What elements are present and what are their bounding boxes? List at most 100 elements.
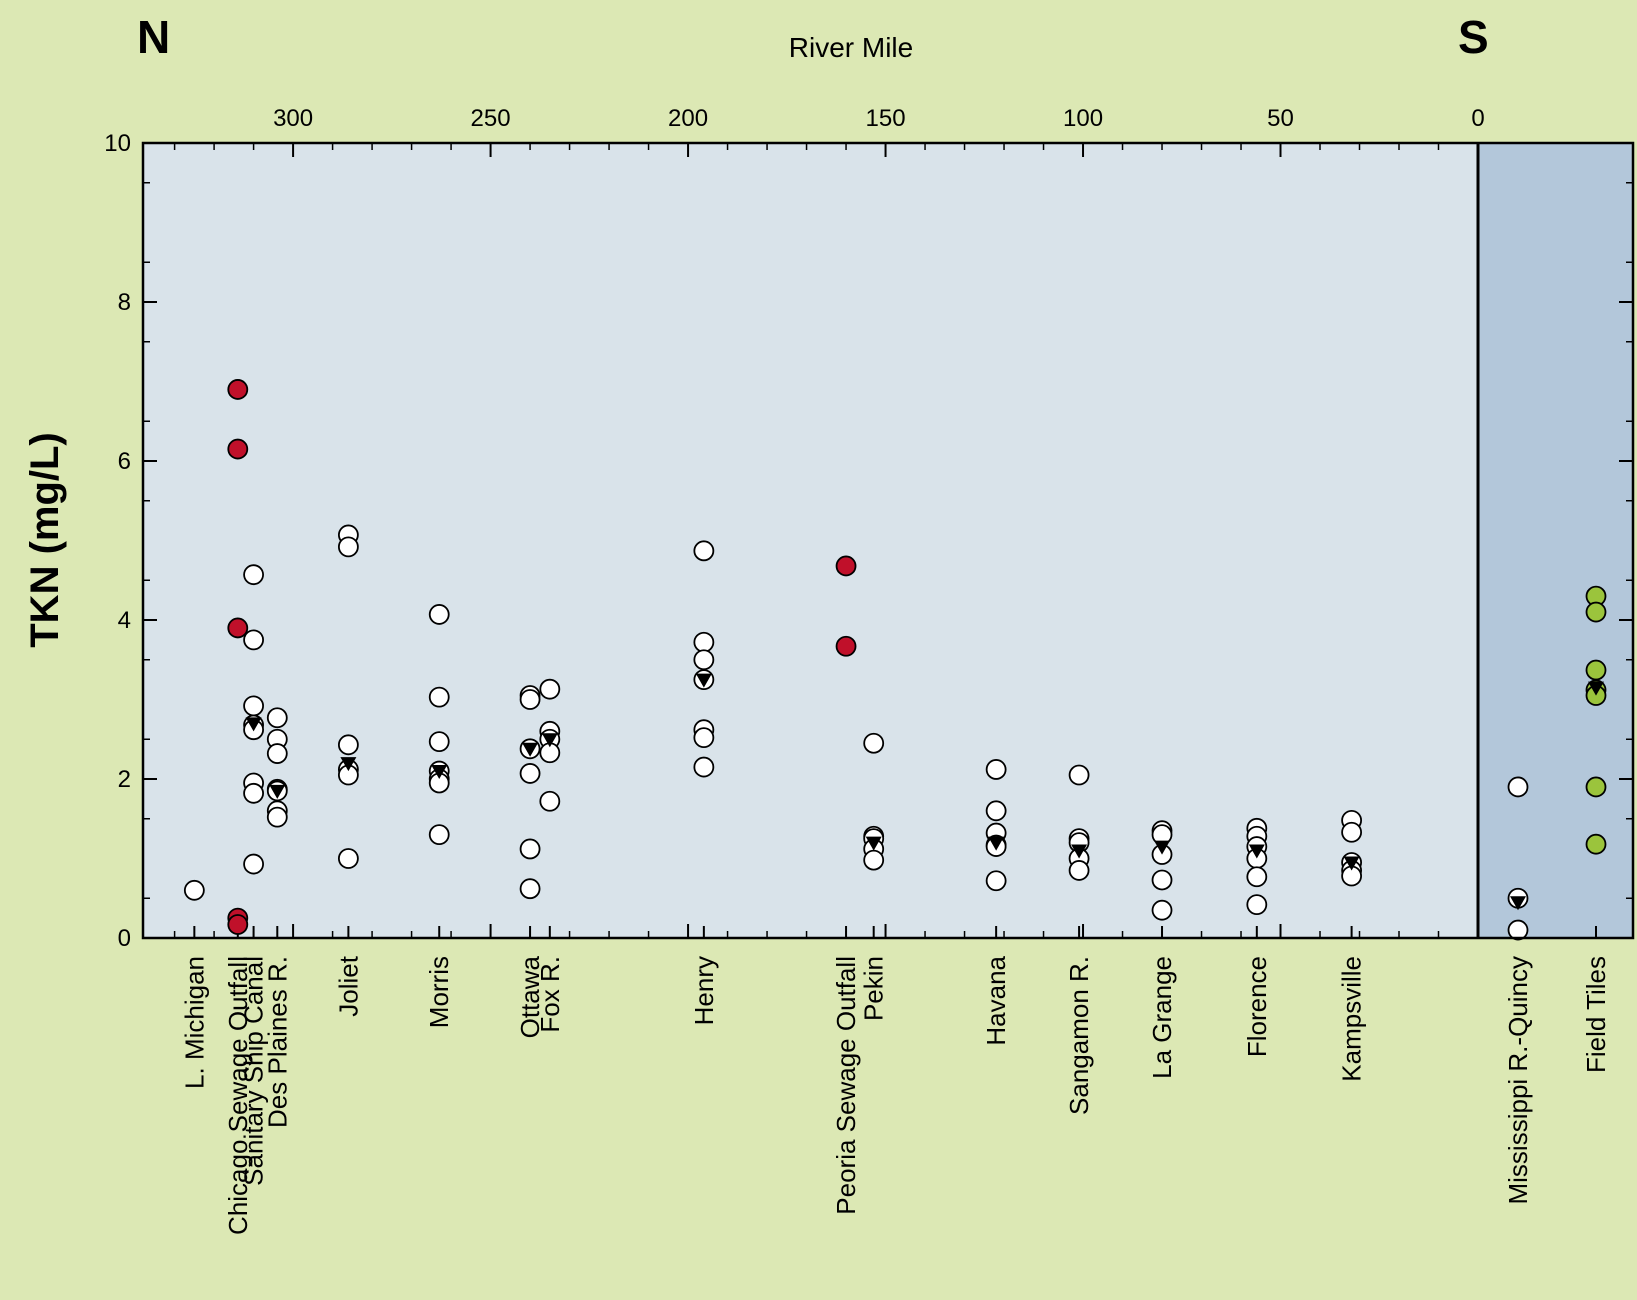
y-tick-label: 10 [104,130,131,157]
data-point-kampsville [1341,821,1363,843]
site-label-kampsville: Kampsville [1337,956,1367,1082]
site-label-pekin: Pekin [859,956,889,1021]
median-marker-des-plaines-r [269,784,286,799]
median-marker-joliet [340,757,357,772]
plot-area [143,143,1478,938]
data-point-joliet [337,848,359,869]
data-point-joliet [337,536,359,558]
x-tick-label: 200 [668,105,708,132]
median-marker-havana [988,836,1005,851]
data-point-henry [693,727,715,749]
site-label-la-grange: La Grange [1147,956,1177,1079]
data-point-field-tiles [1585,833,1607,855]
site-label-sanitary-ship-canal: Sanitary Ship Canal [239,956,269,1186]
median-marker-henry [695,673,712,688]
x-tick-label: 100 [1063,105,1103,132]
median-marker-florence [1248,844,1265,859]
site-label-havana: Havana [981,955,1011,1045]
data-point-mississippi-r-quincy [1507,776,1529,798]
site-label-fox-r: Fox R. [535,956,565,1033]
site-label-des-plaines-r: Des Plaines R. [262,956,292,1128]
site-label-sangamon-r: Sangamon R. [1064,956,1094,1115]
data-point-chicago-sewage-outfall [227,438,249,460]
data-point-joliet [337,734,359,756]
data-point-ottawa [519,763,541,784]
data-point-ottawa [519,838,541,860]
median-marker-sanitary-ship-canal [245,717,262,732]
y-tick-label: 6 [118,448,131,475]
data-point-morris [428,824,450,846]
median-marker-mississippi-r-quincy [1510,896,1526,911]
site-label-joliet: Joliet [333,955,363,1016]
points-layer [183,379,1607,941]
plot-frame [141,141,1635,940]
data-point-field-tiles [1585,659,1607,681]
data-point-sangamon-r [1068,764,1090,786]
data-point-chicago-sewage-outfall [227,379,249,400]
median-marker-fox-r [541,733,558,748]
off-river-panel [1478,143,1633,938]
top-axis-title: River Mile [789,32,913,63]
data-point-mississippi-r-quincy [1507,919,1529,941]
site-label-mississippi-r-quincy: Mississippi R.-Quincy [1503,956,1533,1205]
y-axis-title: TKN (mg/L) [23,432,67,648]
x-tick-label: 150 [866,105,906,132]
data-point-peoria-sewage-outfall [835,555,857,577]
median-marker-field-tiles [1588,681,1604,696]
data-point-peoria-sewage-outfall [835,635,857,657]
data-point-henry [693,756,715,778]
data-point-ottawa [519,878,541,900]
median-marker-morris [431,765,448,780]
data-point-field-tiles [1585,601,1607,623]
x-tick-label: 250 [471,105,511,132]
direction-south: S [1458,11,1489,63]
site-label-peoria-sewage-outfall: Peoria Sewage Outfall [831,956,861,1215]
data-point-sangamon-r [1068,860,1090,881]
data-point-henry [693,649,715,671]
median-marker-sangamon-r [1071,844,1088,859]
data-point-florence [1246,866,1268,888]
data-point-chicago-sewage-outfall [227,617,249,639]
data-point-field-tiles [1585,776,1607,798]
data-point-des-plaines-r [266,806,288,828]
site-label-l-michigan: L. Michigan [179,956,209,1089]
data-point-morris [428,604,450,625]
data-point-des-plaines-r [266,707,288,729]
x-tick-label: 50 [1267,105,1294,132]
data-point-havana [985,870,1007,892]
data-point-florence [1246,894,1268,916]
y-tick-label: 4 [118,607,131,634]
x-tick-label: 0 [1471,105,1484,132]
data-point-sanitary-ship-canal [243,564,264,586]
site-label-ottawa: Ottawa [515,955,545,1038]
data-point-havana [985,759,1007,780]
data-point-henry [693,540,715,562]
data-point-sanitary-ship-canal [243,695,264,717]
x-tick-label: 300 [273,105,313,132]
data-point-la-grange [1151,899,1173,921]
site-label-henry: Henry [689,956,719,1025]
y-tick-label: 0 [118,925,131,952]
site-label-chicago-sewage-outfall: Chicago Sewage Outfall [223,956,253,1235]
data-point-fox-r [539,790,561,812]
ticks-layer: 0 2 4 6 8 10 300 250 200 150 100 50 0 L. Michigan Chic… [104,105,1633,1235]
site-label-florence: Florence [1242,956,1272,1057]
median-marker-la-grange [1154,840,1171,855]
data-point-morris [428,731,450,753]
median-marker-ottawa [522,742,539,757]
data-point-pekin [863,849,885,871]
data-point-l-michigan [183,879,205,901]
data-point-chicago-sewage-outfall [227,914,249,935]
data-point-henry [693,631,715,653]
data-point-ottawa [519,689,541,710]
direction-north: N [137,11,170,63]
data-point-morris [428,686,450,708]
data-point-fox-r [539,678,561,700]
y-tick-label: 8 [118,289,131,316]
data-point-la-grange [1151,869,1173,891]
median-marker-pekin [865,836,882,851]
data-point-pekin [863,732,885,754]
site-label-field-tiles: Field Tiles [1581,956,1611,1073]
data-point-sanitary-ship-canal [243,782,264,804]
